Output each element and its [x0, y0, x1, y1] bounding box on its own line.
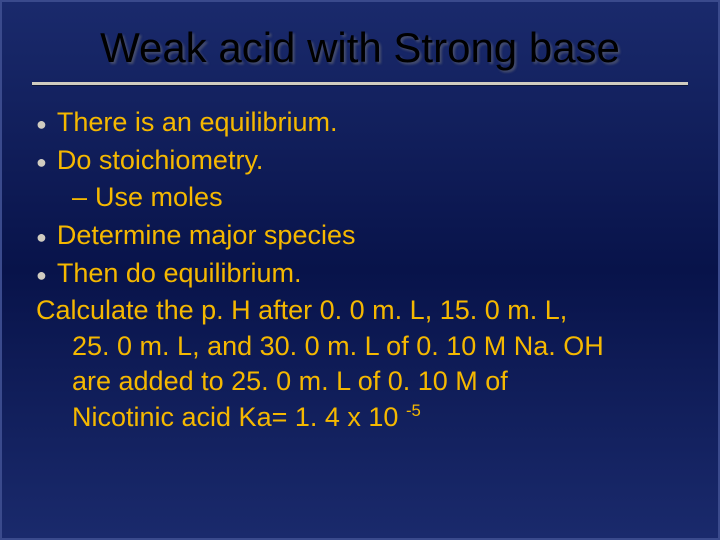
- title-divider: [32, 82, 688, 85]
- bullet-item: ● Determine major species: [36, 218, 692, 254]
- bullet-icon: ●: [36, 226, 47, 250]
- bullet-item: ● Then do equilibrium.: [36, 256, 692, 292]
- exponent: -5: [406, 401, 421, 420]
- paragraph-line: Calculate the p. H after 0. 0 m. L, 15. …: [36, 293, 692, 329]
- bullet-icon: ●: [36, 113, 47, 137]
- paragraph-line: are added to 25. 0 m. L of 0. 10 M of: [36, 364, 692, 400]
- slide-title: Weak acid with Strong base: [28, 20, 692, 82]
- bullet-text: Then do equilibrium.: [57, 256, 692, 292]
- slide-body: ● There is an equilibrium. ● Do stoichio…: [28, 105, 692, 436]
- bullet-icon: ●: [36, 151, 47, 175]
- bullet-icon: ●: [36, 264, 47, 288]
- slide: Weak acid with Strong base ● There is an…: [0, 0, 720, 540]
- bullet-text: Determine major species: [57, 218, 692, 254]
- sub-bullet-item: – Use moles: [36, 180, 692, 216]
- bullet-item: ● Do stoichiometry.: [36, 143, 692, 179]
- paragraph-line: Nicotinic acid Ka= 1. 4 x 10 -5: [36, 400, 692, 436]
- dash-icon: –: [72, 180, 87, 216]
- bullet-text: Do stoichiometry.: [57, 143, 692, 179]
- bullet-item: ● There is an equilibrium.: [36, 105, 692, 141]
- paragraph-line: 25. 0 m. L, and 30. 0 m. L of 0. 10 M Na…: [36, 329, 692, 365]
- bullet-text: There is an equilibrium.: [57, 105, 692, 141]
- paragraph-text: Nicotinic acid Ka= 1. 4 x 10: [72, 402, 406, 432]
- sub-bullet-text: Use moles: [95, 180, 223, 216]
